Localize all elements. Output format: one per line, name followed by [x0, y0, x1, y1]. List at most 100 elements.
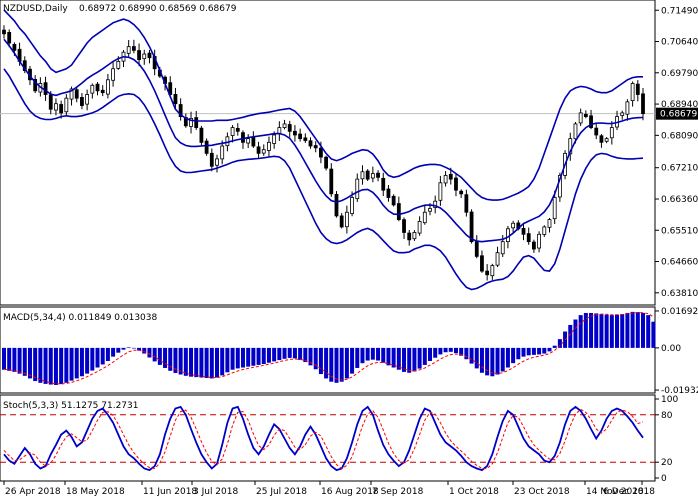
macd-bar [516, 347, 521, 360]
candle-body [241, 132, 245, 143]
macd-bar [230, 347, 235, 370]
candle-body [552, 197, 557, 220]
macd-bar [615, 314, 620, 348]
macd-bar [2, 347, 6, 370]
candle-body [215, 158, 219, 166]
macd-bar [417, 347, 422, 369]
macd-bar [64, 347, 69, 383]
candle-body [464, 194, 469, 213]
candle-body [620, 112, 625, 116]
candle-body [209, 152, 214, 167]
candle-body [480, 255, 484, 272]
candle-body [365, 170, 370, 180]
candle-body [573, 123, 578, 140]
candle-body [173, 94, 178, 105]
macd-bar [589, 312, 594, 348]
bollinger-upper-band [3, 9, 643, 201]
candle-body [583, 113, 588, 117]
date-tick-label: 14 Nov 2018 [586, 487, 644, 497]
candle-body [199, 127, 204, 143]
candle-body [604, 138, 609, 142]
candle-body [609, 127, 614, 139]
macd-bar [578, 315, 583, 348]
candle-body [80, 97, 84, 106]
macd-bar [422, 347, 427, 365]
macd-bar [594, 313, 599, 348]
candle-body [293, 130, 297, 136]
macd-tick-label: 0.016923 [661, 307, 698, 317]
macd-bar [53, 347, 58, 385]
date-tick-label: 18 May 2018 [66, 487, 125, 497]
candle-body [100, 89, 105, 94]
candle-body [267, 141, 271, 151]
candle-body [469, 211, 474, 243]
macd-bar [386, 347, 391, 366]
macd-bar [490, 347, 495, 377]
macd-bar [48, 347, 53, 385]
macd-bar [43, 347, 48, 384]
candle-body [370, 173, 375, 179]
date-tick-label: 3 Jul 2018 [193, 487, 238, 497]
stoch-k-line [3, 405, 644, 472]
candle-body [111, 68, 115, 81]
macd-bar [620, 314, 625, 348]
macd-bar [573, 319, 578, 348]
macd-bar [142, 347, 147, 354]
candle-body [578, 112, 583, 124]
macd-bar [215, 347, 219, 378]
price-tick-label: 0.63810 [661, 289, 698, 299]
candle-body [402, 219, 406, 233]
macd-bar [178, 347, 183, 375]
candle-body [433, 200, 438, 208]
candle-body [303, 137, 308, 141]
candle-body [557, 175, 562, 198]
macd-bar [105, 347, 110, 361]
macd-bar [95, 347, 100, 368]
candle-body [272, 134, 277, 144]
macd-bar [90, 347, 95, 371]
date-tick-label: 1 Oct 2018 [449, 487, 499, 497]
candle-body [287, 124, 292, 132]
candle-body [594, 127, 599, 136]
macd-bar [194, 347, 199, 378]
macd-bar [485, 347, 490, 376]
candle-body [106, 79, 110, 95]
macd-bar [38, 347, 43, 383]
macd-bar [547, 347, 552, 352]
candle-body [641, 93, 645, 115]
macd-bar [292, 347, 297, 359]
candle-body [422, 211, 427, 224]
price-tick-label: 0.65510 [661, 226, 698, 236]
macd-bar [448, 347, 453, 352]
macd-bar [344, 347, 349, 379]
macd-bar [100, 347, 105, 365]
candle-body [568, 138, 573, 155]
candle-body [443, 175, 448, 184]
candle-body [500, 241, 505, 255]
macd-bar [277, 347, 282, 361]
stoch-title: Stoch(5,3,3) 51.1275 71.2731 [3, 401, 138, 411]
macd-bar [495, 347, 500, 375]
macd-bar [173, 347, 178, 373]
candle-body [282, 123, 287, 128]
macd-bar [12, 347, 17, 372]
candle-body [412, 232, 417, 240]
bollinger-middle-band [3, 38, 644, 243]
macd-bar [568, 324, 573, 348]
price-tick-label: 0.64660 [661, 258, 698, 268]
macd-bar [69, 347, 74, 381]
macd-bar [74, 347, 79, 379]
candle-body [246, 138, 251, 144]
candle-body [126, 46, 131, 54]
macd-bar [152, 347, 157, 362]
macd-bar [646, 315, 651, 348]
macd-bar [240, 347, 245, 368]
macd-bar [183, 347, 188, 376]
macd-bar [521, 347, 526, 357]
macd-bar [33, 347, 38, 382]
candle-body [251, 137, 256, 147]
candle-body [12, 43, 17, 51]
candle-body [350, 197, 354, 214]
macd-bar [147, 347, 152, 358]
macd-panel: 0.016923 0.00 -0.019323 MACD(5,34,4) 0.011… [0, 306, 698, 396]
